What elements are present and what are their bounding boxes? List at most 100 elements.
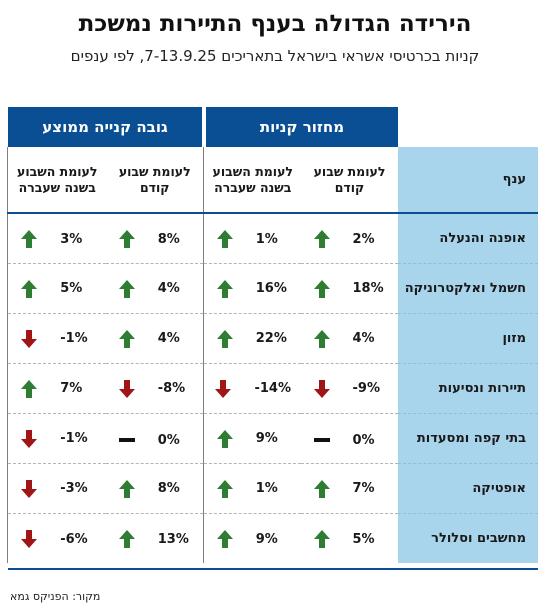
page-title: הירידה הגדולה בענף התיירות נמשכת <box>78 11 472 37</box>
value-label: 7% <box>352 481 375 497</box>
value-cell-average-last-year: -3% <box>7 462 106 513</box>
value-group: 1% <box>216 229 290 249</box>
value-group: 4% <box>313 329 387 349</box>
arrow-up-icon <box>118 230 135 248</box>
value-group: 13% <box>118 529 192 549</box>
value-group: -14% <box>214 379 291 399</box>
value-label: 5% <box>60 281 83 297</box>
column-header-row: ענף לעומת שבוע קודם לעומת השבוע בשנה שעב… <box>7 147 538 214</box>
arrow-up-icon <box>313 329 330 348</box>
table-row: מחשבים וסלולר 5% 9% 13% -6% <box>7 512 538 563</box>
value-cell-average-last-year: -6% <box>7 512 106 563</box>
value-label: 8% <box>157 231 180 247</box>
value-group: 18% <box>313 279 387 299</box>
value-cell-average-prev-week: 4% <box>105 312 204 363</box>
bottom-rule <box>8 568 538 570</box>
value-label: -14% <box>254 381 291 397</box>
value-label: 4% <box>157 331 180 347</box>
value-label: 16% <box>255 281 287 297</box>
value-group: -1% <box>20 429 94 449</box>
value-cell-volume-prev-week: -9% <box>301 362 398 413</box>
table-row: מזון 4% 22% 4% -1% <box>7 312 538 363</box>
column-header-volume-prev-week: לעומת שבוע קודם <box>301 147 398 214</box>
value-label: 4% <box>157 281 180 297</box>
value-cell-volume-prev-week: 5% <box>301 512 398 563</box>
group-header-row: מחזור קניות גובה קנייה ממוצע <box>7 107 538 147</box>
arrow-up-icon <box>216 329 233 348</box>
source-note: מקור: הפניקס גמא <box>10 590 101 603</box>
value-label: -1% <box>60 431 88 447</box>
value-label: 13% <box>157 531 189 547</box>
value-cell-volume-prev-week: 0% <box>301 412 398 463</box>
value-label: 1% <box>255 231 278 247</box>
value-cell-average-last-year: -1% <box>7 312 106 363</box>
value-group: 7% <box>20 379 94 399</box>
value-label: -3% <box>60 481 88 497</box>
arrow-down-icon <box>215 379 232 398</box>
value-cell-volume-prev-week: 18% <box>301 262 398 313</box>
arrow-up-icon <box>313 479 330 498</box>
value-cell-volume-last-year: 9% <box>203 412 301 463</box>
branch-name: חשמל ואלקטרוניקה <box>398 262 538 313</box>
value-group: -6% <box>20 529 94 549</box>
value-group: -1% <box>20 329 94 349</box>
value-group: 9% <box>216 529 290 549</box>
branch-name: מזון <box>398 312 538 363</box>
value-cell-volume-prev-week: 2% <box>301 213 398 263</box>
arrow-up-icon <box>118 530 135 548</box>
branch-name: מחשבים וסלולר <box>398 512 538 563</box>
no-change-dash-icon <box>118 438 135 442</box>
value-label: -1% <box>60 331 88 347</box>
value-group: -3% <box>20 479 94 499</box>
arrow-up-icon <box>118 479 135 498</box>
column-header-average-prev-week: לעומת שבוע קודם <box>105 147 204 214</box>
value-label: 3% <box>60 231 83 247</box>
value-group: 4% <box>118 329 192 349</box>
arrow-up-icon <box>313 230 330 248</box>
value-cell-volume-last-year: 9% <box>203 512 301 563</box>
arrow-down-icon <box>21 429 38 448</box>
value-label: 4% <box>352 331 375 347</box>
value-group: 9% <box>216 429 290 449</box>
value-cell-average-prev-week: 4% <box>105 262 204 313</box>
table-row: אופנה והנעלה 2% 1% 8% 3% <box>7 212 538 263</box>
value-group: 1% <box>216 479 290 499</box>
value-group: -8% <box>118 379 192 399</box>
group-header-purchase-volume: מחזור קניות <box>201 107 398 147</box>
value-label: -6% <box>60 531 88 547</box>
arrow-up-icon <box>313 279 330 298</box>
arrow-down-icon <box>313 379 330 398</box>
branch-name: אופטיקה <box>398 462 538 513</box>
arrow-up-icon <box>313 530 330 548</box>
table-row: אופטיקה 7% 1% 8% -3% <box>7 462 538 513</box>
value-group: 8% <box>118 479 192 499</box>
value-label: 9% <box>255 431 278 447</box>
value-group: 0% <box>118 433 192 448</box>
arrow-down-icon <box>21 530 38 548</box>
value-group: 3% <box>20 229 94 249</box>
table-row: תיירות ונסיעות -9% -14% -8% 7% <box>7 362 538 413</box>
value-group: -9% <box>313 379 387 399</box>
group-spacer <box>398 107 538 147</box>
arrow-down-icon <box>118 379 135 398</box>
arrow-down-icon <box>21 329 38 348</box>
value-group: 8% <box>118 229 192 249</box>
page-subtitle: קניות בכרטיסי אשראי בישראל בתאריכים 7-13… <box>70 47 480 65</box>
value-label: 5% <box>352 531 375 547</box>
value-group: 16% <box>216 279 290 299</box>
value-cell-volume-last-year: 1% <box>203 462 301 513</box>
value-cell-volume-prev-week: 4% <box>301 312 398 363</box>
arrow-up-icon <box>216 479 233 498</box>
value-group: 0% <box>313 433 387 448</box>
arrow-up-icon <box>118 279 135 298</box>
value-cell-volume-last-year: 16% <box>203 262 301 313</box>
arrow-up-icon <box>216 230 233 248</box>
value-label: 8% <box>157 481 180 497</box>
value-label: 18% <box>352 281 384 297</box>
arrow-up-icon <box>118 329 135 348</box>
value-group: 5% <box>20 279 94 299</box>
value-cell-average-last-year: 3% <box>7 213 106 263</box>
value-label: 2% <box>352 231 375 247</box>
arrow-up-icon <box>216 279 233 298</box>
value-cell-average-prev-week: 8% <box>105 462 204 513</box>
